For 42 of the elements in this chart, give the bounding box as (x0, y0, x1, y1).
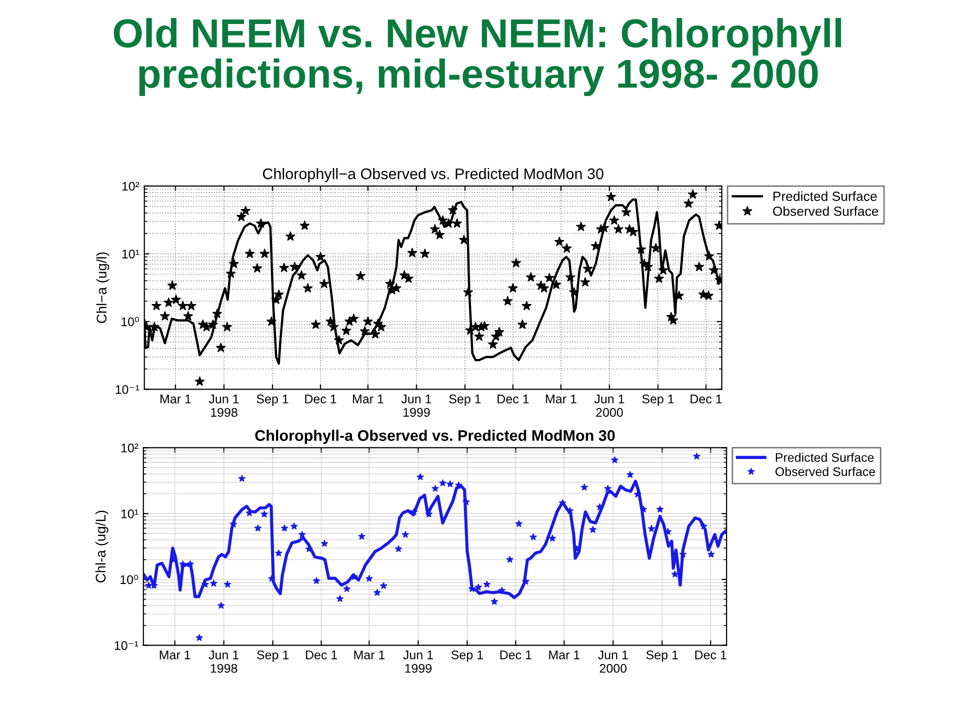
x-tick-label: Dec 1 (500, 650, 532, 660)
x-tick-label: Mar 1 (354, 650, 385, 660)
x-tick-label: Mar 1 (549, 650, 580, 660)
y-tick-label: 10¹ (122, 250, 140, 258)
x-tick-label: Mar 1 (160, 394, 191, 404)
chart-title: Chlorophyll-a Observed vs. Predicted ModMon 30 (255, 430, 615, 444)
x-tick-label: Dec 1 (305, 394, 336, 404)
y-tick-label: 10⁰ (122, 316, 140, 326)
x-tick-label: Mar 1 (546, 394, 576, 404)
x-tick-label: Jun 1 1998 (208, 650, 238, 673)
x-tick-label: Dec 1 (695, 650, 726, 660)
y-tick-label: 10¹ (121, 509, 138, 518)
y-tick-label: 10² (121, 444, 138, 452)
x-tick-label: Jun 1 1998 (208, 394, 239, 417)
x-tick-label: Dec 1 (498, 394, 529, 404)
x-tick-label: Mar 1 (160, 650, 190, 660)
text: Old NEEM vs. New NEEM: Chlorophyll predictions, mid-estuary 1998- 2000 (114, 18, 842, 96)
x-tick-label: Jun 1 2000 (594, 394, 624, 417)
y-tick-label: 10⁻¹ (114, 641, 138, 650)
x-tick-label: Sep 1 (646, 650, 678, 662)
legend-label: Observed Surface (775, 466, 876, 476)
x-tick-label: Jun 1 1999 (403, 650, 433, 673)
y-tick-label: 10² (122, 182, 140, 191)
line-series (143, 480, 727, 600)
chart-title: Chlorophyll−a Observed vs. Predicted ModMon 30 (262, 168, 604, 182)
x-tick-label: Sep 1 (256, 394, 288, 406)
x-tick-label: Mar 1 (352, 394, 384, 404)
legend-label: Predicted Surface (774, 191, 877, 201)
y-axis-title: Chl-a (ug/L) (95, 510, 108, 582)
y-tick-label: 10⁰ (120, 574, 138, 584)
y-axis-title: Chl−a (ug/l) (96, 252, 110, 324)
legend-label: Predicted Surface (776, 452, 874, 462)
x-tick-label: Jun 1 2000 (598, 650, 628, 673)
legend-label: Observed Surface (773, 206, 878, 216)
x-tick-label: Dec 1 (306, 650, 337, 660)
x-tick-label: Sep 1 (451, 650, 483, 662)
x-tick-label: Sep 1 (257, 650, 289, 662)
x-tick-label: Jun 1 1999 (401, 394, 432, 417)
x-tick-label: Dec 1 (690, 394, 722, 404)
y-tick-label: 10⁻¹ (116, 385, 140, 394)
x-tick-label: Sep 1 (449, 394, 481, 406)
x-tick-label: Sep 1 (642, 394, 674, 406)
